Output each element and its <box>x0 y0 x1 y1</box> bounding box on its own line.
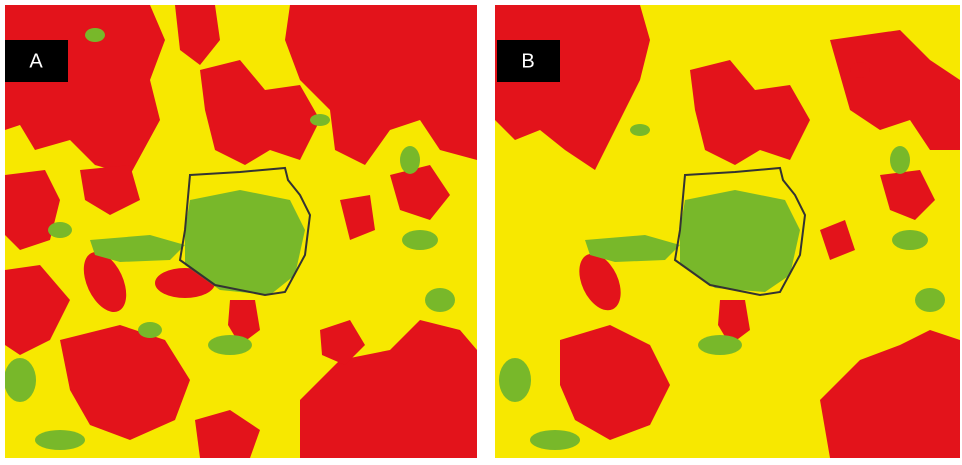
panel-gap <box>477 0 495 460</box>
panel-label: B <box>521 50 534 72</box>
map-panel-b <box>495 5 960 458</box>
map-panel-a <box>4 5 477 458</box>
map-figure: A B <box>0 0 962 460</box>
panel-label: A <box>29 50 43 72</box>
